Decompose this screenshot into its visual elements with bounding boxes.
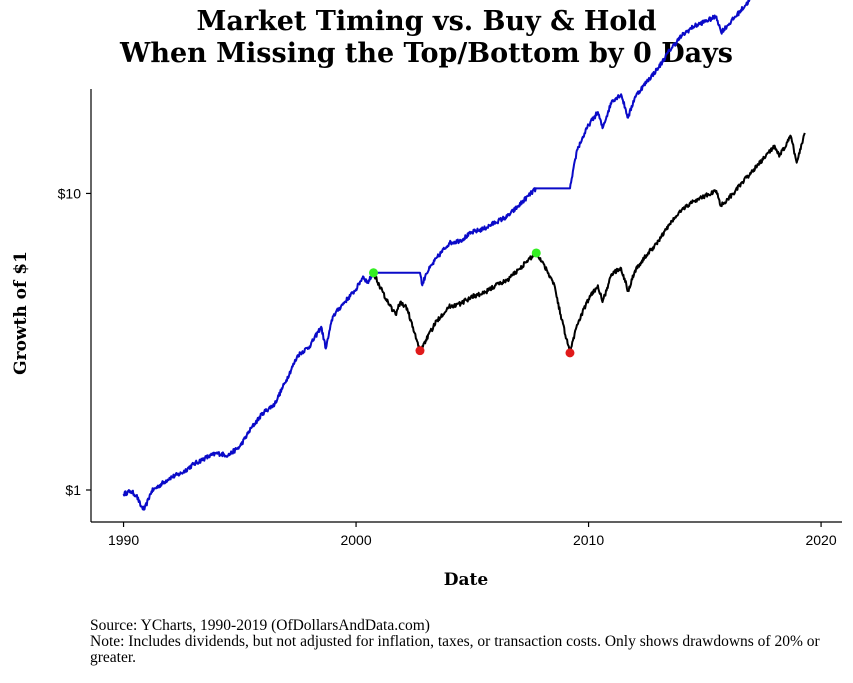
chart-title: Market Timing vs. Buy & Hold <box>196 6 657 37</box>
source-note: Source: YCharts, 1990-2019 (OfDollarsAnd… <box>90 617 430 634</box>
drawdown-marker <box>368 268 378 278</box>
chart-axes <box>90 89 842 523</box>
x-tick-label: 1990 <box>108 532 139 548</box>
y-tick-label: $1 <box>65 482 81 498</box>
series-layer <box>122 0 806 511</box>
x-tick-label: 2000 <box>340 532 371 548</box>
marker-layer <box>368 248 575 358</box>
drawdown-marker <box>415 346 425 356</box>
series-line-0 <box>122 0 751 511</box>
drawdown-marker <box>565 348 575 358</box>
x-axis-title: Date <box>444 570 489 590</box>
y-axis-title: Growth of $1 <box>11 251 31 375</box>
footnote: Note: Includes dividends, but not adjust… <box>90 633 820 666</box>
x-tick-label: 2020 <box>805 532 836 548</box>
chart-subtitle: When Missing the Top/Bottom by 0 Days <box>120 38 733 69</box>
drawdown-marker <box>531 248 541 258</box>
x-tick-label: 2010 <box>573 532 604 548</box>
series-line-1 <box>372 132 806 354</box>
axis-ticks: 1990 2000 2010 2020 $1 $10 <box>58 185 837 548</box>
chart-plot: 1990 2000 2010 2020 $1 $10 Date Growth of $1 <box>11 0 842 590</box>
y-tick-label: $10 <box>58 185 82 201</box>
